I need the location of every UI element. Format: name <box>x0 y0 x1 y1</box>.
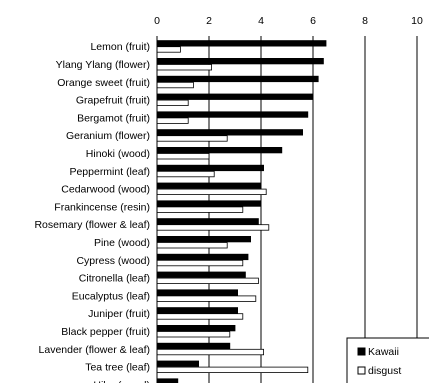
bar-kawaii <box>156 360 199 367</box>
bar-disgust <box>156 153 210 160</box>
bar-kawaii <box>156 111 309 118</box>
bar-kawaii <box>156 164 264 172</box>
bar-kawaii <box>156 182 262 189</box>
bar-kawaii <box>156 307 238 314</box>
bar-kawaii <box>156 324 236 332</box>
bar-disgust <box>156 64 212 71</box>
bar-disgust <box>156 259 244 267</box>
category-label: Eucalyptus (leaf) <box>72 290 150 302</box>
bar-kawaii <box>156 129 304 136</box>
bar-disgust <box>156 188 267 196</box>
x-tick-label: 2 <box>206 15 212 27</box>
bar-kawaii <box>156 146 283 154</box>
x-axis-ticks: 0 2 4 6 8 10 <box>154 15 423 27</box>
bar-kawaii <box>156 200 262 207</box>
bar-kawaii <box>156 289 238 296</box>
x-tick-label: 6 <box>310 15 316 27</box>
x-tick-label: 4 <box>258 15 264 27</box>
bar-disgust <box>156 277 259 285</box>
category-label: Frankincense (resin) <box>54 201 150 213</box>
category-label: Rosemary (flower & leaf) <box>34 219 150 231</box>
bar-disgust <box>156 81 194 89</box>
category-label: Lavender (flower & leaf) <box>39 344 150 356</box>
legend-swatch-disgust <box>357 366 366 375</box>
bar-kawaii <box>156 378 179 383</box>
x-tick-label: 0 <box>154 15 160 27</box>
category-label: Geranium (flower) <box>66 130 150 142</box>
legend-box <box>346 337 429 383</box>
legend-swatch-kawaii <box>357 347 366 356</box>
category-label: Black pepper (fruit) <box>61 326 150 338</box>
bar-disgust <box>156 206 244 213</box>
bar-kawaii <box>156 342 231 350</box>
bar-kawaii <box>156 218 259 225</box>
bar-disgust <box>156 46 181 53</box>
bar-kawaii <box>156 58 324 65</box>
bar-disgust <box>156 313 244 320</box>
x-tick-label: 10 <box>411 15 423 27</box>
legend: Kawaii disgust <box>346 337 429 383</box>
category-label: Hiba (wood) <box>93 379 150 383</box>
bar-disgust <box>156 242 228 249</box>
category-label: Ylang Ylang (flower) <box>56 59 150 71</box>
category-label: Pine (wood) <box>94 237 150 249</box>
bar-disgust <box>156 366 309 374</box>
category-label: Lemon (fruit) <box>90 41 150 53</box>
y-axis-category-labels: Lemon (fruit) Ylang Ylang (flower) Orange … <box>34 41 150 383</box>
bar-kawaii <box>156 40 327 47</box>
bar-kawaii <box>156 75 319 83</box>
legend-label-kawaii: Kawaii <box>368 346 399 358</box>
bar-kawaii <box>156 253 249 261</box>
bar-disgust <box>156 331 231 338</box>
bar-disgust <box>156 224 270 231</box>
bar-disgust <box>156 117 189 124</box>
category-label: Tea tree (leaf) <box>85 362 150 374</box>
bar-disgust <box>156 170 215 178</box>
bar-series <box>156 40 327 383</box>
bar-disgust <box>156 99 189 106</box>
category-label: Grapefruit (fruit) <box>76 95 150 107</box>
legend-label-disgust: disgust <box>368 365 401 377</box>
x-tick-label: 8 <box>362 15 368 27</box>
category-label: Juniper (fruit) <box>88 308 150 320</box>
bar-disgust <box>156 348 264 356</box>
category-label: Cedarwood (wood) <box>61 184 150 196</box>
bar-kawaii <box>156 235 251 243</box>
category-label: Citronella (leaf) <box>79 273 150 285</box>
bar-disgust <box>156 135 228 142</box>
bar-kawaii <box>156 93 314 100</box>
bar-kawaii <box>156 271 246 278</box>
category-label: Cypress (wood) <box>76 255 150 267</box>
category-label: Bergamot (fruit) <box>77 112 150 124</box>
category-label: Orange sweet (fruit) <box>57 77 150 89</box>
category-label: Hinoki (wood) <box>86 148 150 160</box>
category-label: Peppermint (leaf) <box>69 166 150 178</box>
bar-disgust <box>156 295 257 302</box>
